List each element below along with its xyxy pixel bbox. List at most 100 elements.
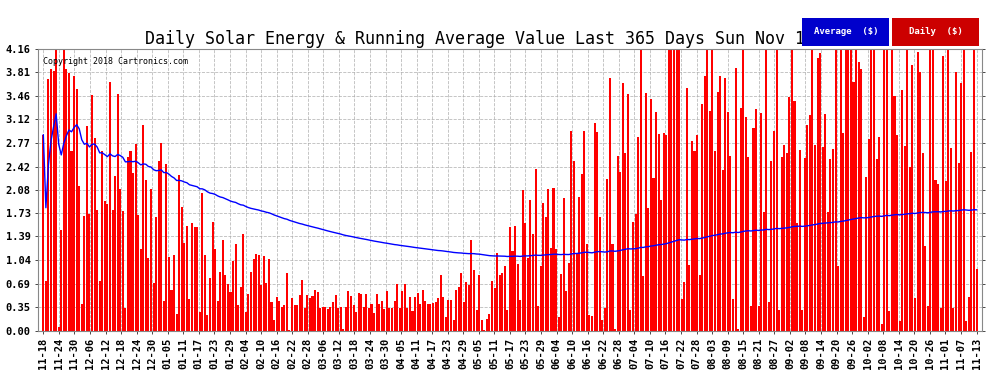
- Bar: [914, 298, 916, 330]
- Bar: [45, 280, 47, 330]
- Bar: [935, 180, 937, 330]
- Bar: [430, 304, 432, 330]
- Bar: [819, 53, 821, 330]
- Bar: [457, 287, 459, 330]
- Bar: [291, 298, 293, 330]
- Bar: [168, 257, 170, 330]
- Bar: [691, 141, 693, 330]
- Bar: [106, 204, 109, 330]
- Bar: [927, 306, 929, 330]
- Bar: [81, 304, 83, 330]
- Bar: [345, 307, 346, 330]
- Bar: [762, 213, 764, 330]
- Bar: [260, 285, 262, 330]
- Bar: [238, 304, 240, 330]
- Bar: [462, 302, 465, 330]
- FancyBboxPatch shape: [892, 18, 979, 46]
- Bar: [296, 305, 298, 330]
- Bar: [501, 273, 503, 330]
- Bar: [599, 217, 601, 330]
- Bar: [857, 62, 859, 330]
- Bar: [78, 186, 80, 330]
- Bar: [675, 49, 677, 330]
- Bar: [552, 188, 554, 330]
- Bar: [155, 216, 157, 330]
- Bar: [475, 310, 477, 330]
- Bar: [394, 301, 396, 330]
- Bar: [535, 169, 537, 330]
- Bar: [452, 320, 454, 330]
- Bar: [673, 49, 675, 330]
- Bar: [940, 308, 941, 330]
- Bar: [235, 244, 237, 330]
- Bar: [917, 52, 919, 330]
- Bar: [806, 124, 809, 330]
- Bar: [396, 284, 398, 330]
- Bar: [965, 321, 967, 330]
- Bar: [668, 49, 670, 330]
- Bar: [170, 290, 172, 330]
- Bar: [827, 212, 829, 330]
- Bar: [614, 328, 616, 330]
- Bar: [173, 255, 175, 330]
- Bar: [188, 299, 190, 330]
- Bar: [865, 177, 867, 330]
- Bar: [760, 113, 762, 330]
- Bar: [249, 272, 252, 330]
- Bar: [383, 309, 385, 330]
- Bar: [149, 189, 152, 330]
- Bar: [962, 49, 964, 330]
- Bar: [152, 283, 154, 330]
- Bar: [257, 255, 259, 330]
- Bar: [714, 150, 716, 330]
- Bar: [378, 304, 380, 330]
- Bar: [849, 49, 852, 330]
- Bar: [688, 266, 690, 330]
- Bar: [938, 184, 940, 330]
- Bar: [781, 157, 783, 330]
- Bar: [473, 270, 475, 330]
- Bar: [138, 215, 140, 330]
- Bar: [757, 306, 759, 330]
- Bar: [204, 255, 206, 330]
- Bar: [414, 297, 416, 330]
- Bar: [906, 49, 909, 330]
- Bar: [817, 57, 819, 330]
- Bar: [543, 203, 545, 330]
- Bar: [283, 305, 285, 330]
- Bar: [68, 73, 70, 330]
- Bar: [740, 108, 742, 330]
- Bar: [832, 149, 834, 330]
- Bar: [143, 126, 145, 330]
- Bar: [55, 49, 57, 330]
- Bar: [725, 78, 727, 330]
- Bar: [443, 297, 445, 330]
- Bar: [427, 304, 429, 330]
- Bar: [896, 135, 898, 330]
- Bar: [406, 308, 409, 330]
- Bar: [812, 49, 814, 330]
- Bar: [425, 301, 427, 330]
- Bar: [601, 320, 603, 330]
- Bar: [62, 49, 65, 330]
- Bar: [581, 174, 583, 330]
- Bar: [409, 297, 411, 330]
- Bar: [788, 97, 790, 330]
- Bar: [265, 283, 267, 330]
- Bar: [883, 49, 885, 330]
- Bar: [825, 114, 827, 330]
- Bar: [186, 226, 188, 330]
- Title: Daily Solar Energy & Running Average Value Last 365 Days Sun Nov 18 16:34: Daily Solar Energy & Running Average Val…: [145, 30, 875, 48]
- Bar: [145, 180, 147, 330]
- Bar: [219, 272, 221, 330]
- Bar: [878, 137, 880, 330]
- Bar: [747, 157, 749, 330]
- Bar: [973, 49, 975, 330]
- Bar: [214, 249, 216, 330]
- Bar: [232, 261, 234, 330]
- Bar: [625, 153, 627, 330]
- Bar: [360, 294, 362, 330]
- Bar: [140, 249, 142, 330]
- Bar: [801, 310, 803, 330]
- Bar: [101, 152, 103, 330]
